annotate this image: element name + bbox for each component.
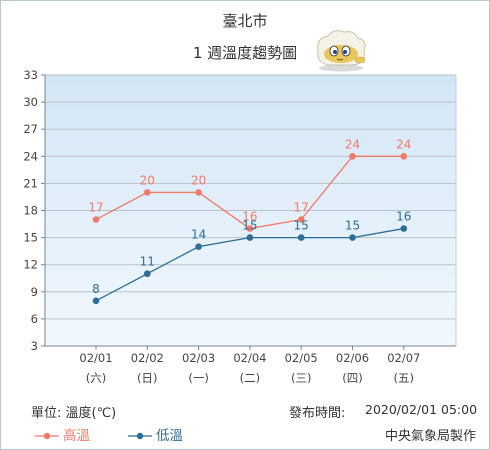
data-label-high: 20 <box>140 173 155 187</box>
y-tick-label: 15 <box>23 231 38 245</box>
weather-mascot-icon <box>312 28 370 76</box>
x-tick-label: 02/06 <box>336 351 369 365</box>
x-weekday-label: (二) <box>240 371 260 385</box>
x-tick-label: 02/02 <box>131 351 164 365</box>
data-point-low <box>349 234 356 241</box>
issued-time: 2020/02/01 05:00 <box>365 402 478 417</box>
chart-subtitle: 1 週溫度趨勢圖 <box>192 44 298 62</box>
legend-item-high: 高溫 <box>34 424 90 444</box>
x-weekday-label: (六) <box>86 371 106 385</box>
x-weekday-label: (五) <box>394 371 414 385</box>
y-tick-label: 24 <box>23 149 38 163</box>
data-label-low: 15 <box>345 219 360 233</box>
data-point-high <box>349 153 356 160</box>
data-point-low <box>92 297 100 305</box>
temperature-chart: 3 6 9 12 15 18 21 24 27 30 33 02/01 (六) 02/02 (日) 02/03… <box>23 68 457 385</box>
legend-item-low: 低溫 <box>127 424 183 444</box>
legend-marker-high <box>35 432 59 440</box>
data-label-high: 17 <box>294 201 309 215</box>
y-tick-label: 3 <box>31 339 38 353</box>
x-tick-label: 02/03 <box>182 351 215 365</box>
data-label-low: 14 <box>191 228 206 242</box>
data-point-high <box>195 189 202 196</box>
y-tick-label: 6 <box>31 312 38 326</box>
y-tick-label: 18 <box>23 204 38 218</box>
issued-label: 發布時間: <box>289 406 346 421</box>
unit-label: 單位: 溫度(℃) <box>31 406 117 421</box>
data-point-low <box>246 234 254 241</box>
data-label-low: 16 <box>396 210 411 224</box>
data-point-low <box>400 225 408 232</box>
data-point-low <box>144 270 151 278</box>
x-weekday-label: (一) <box>188 371 208 385</box>
x-tick-label: 02/05 <box>285 351 318 365</box>
data-point-low <box>195 243 202 250</box>
data-label-high: 24 <box>396 137 411 151</box>
agency-credit: 中央氣象局製作 <box>384 429 476 444</box>
x-tick-label: 02/04 <box>233 351 266 365</box>
legend-marker-low <box>128 432 152 440</box>
data-point-high <box>297 216 305 223</box>
y-tick-label: 30 <box>23 95 38 109</box>
data-point-high <box>246 225 254 232</box>
x-tick-label: 02/07 <box>387 351 420 365</box>
city-title: 臺北市 <box>222 12 268 30</box>
x-weekday-label: (日) <box>137 371 157 385</box>
x-tick-label: 02/01 <box>79 351 112 365</box>
data-label-high: 17 <box>88 201 103 215</box>
y-tick-label: 27 <box>23 122 38 136</box>
data-label-low: 15 <box>242 219 257 233</box>
data-label-high: 20 <box>191 173 206 187</box>
data-label-low: 8 <box>92 282 100 296</box>
y-tick-label: 33 <box>23 68 38 82</box>
data-label-low: 11 <box>140 255 155 269</box>
data-label-high: 24 <box>345 137 360 151</box>
data-point-high <box>92 216 100 223</box>
y-tick-label: 9 <box>31 285 38 299</box>
data-point-high <box>144 189 151 196</box>
axes: 3 6 9 12 15 18 21 24 27 30 33 02/01 (六) 02/02 (日) 02/03… <box>23 68 457 385</box>
data-point-high <box>400 153 408 160</box>
legend-label-low: 低溫 <box>156 428 183 444</box>
x-weekday-label: (三) <box>291 371 311 385</box>
y-tick-label: 12 <box>23 258 38 272</box>
data-label-low: 15 <box>294 219 309 233</box>
legend-label-high: 高溫 <box>63 428 90 444</box>
x-weekday-label: (四) <box>342 371 362 385</box>
data-label-high: 16 <box>242 210 257 224</box>
y-tick-label: 21 <box>23 176 38 190</box>
data-point-low <box>297 234 305 241</box>
